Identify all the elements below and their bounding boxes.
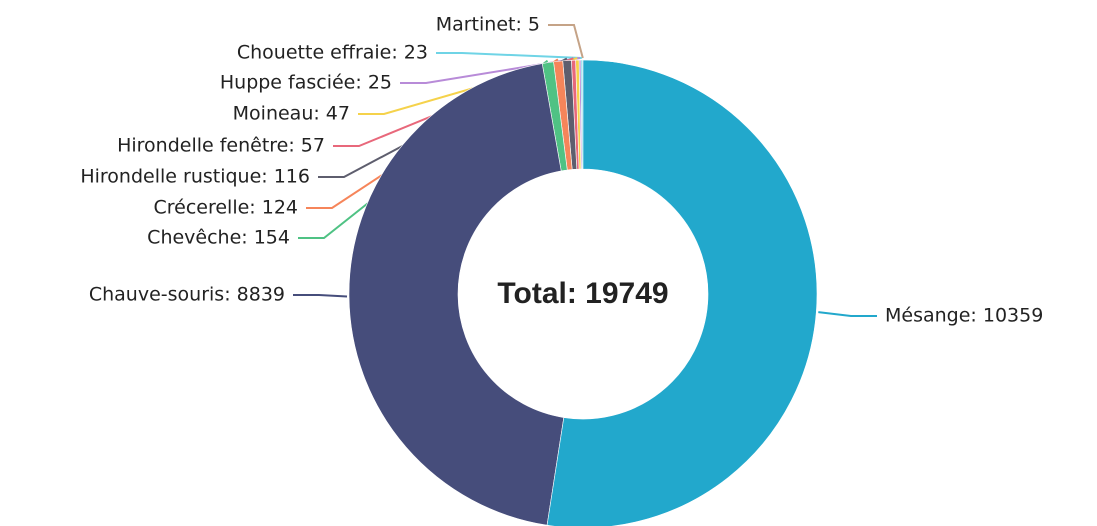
slice-label: Crécerelle: 124 — [153, 197, 298, 219]
slice-label: Chevêche: 154 — [147, 227, 290, 249]
slice: Hirondelle rustique — [562, 59, 578, 170]
slice: Chauve-souris — [348, 63, 565, 526]
leader-line — [293, 294, 348, 298]
slice-label: Hirondelle rustique: 116 — [80, 166, 310, 188]
slice-label: Martinet: 5 — [436, 14, 540, 36]
slice-label: Mésange: 10359 — [885, 305, 1043, 327]
slice: Crécerelle — [553, 60, 573, 171]
leader-line — [436, 52, 582, 60]
slice-label: Huppe fasciée: 25 — [220, 72, 392, 94]
center-label: Total: 19749 — [497, 277, 668, 310]
slice-label: Hirondelle fenêtre: 57 — [117, 135, 325, 157]
leader-line — [818, 311, 877, 317]
slice-label: Chauve-souris: 8839 — [89, 284, 285, 306]
leader-line — [548, 24, 584, 59]
slice-label: Chouette effraie: 23 — [237, 42, 428, 64]
slice: Mésange — [546, 59, 818, 526]
slice-label: Moineau: 47 — [233, 103, 350, 125]
slice: Chevêche — [541, 61, 568, 172]
